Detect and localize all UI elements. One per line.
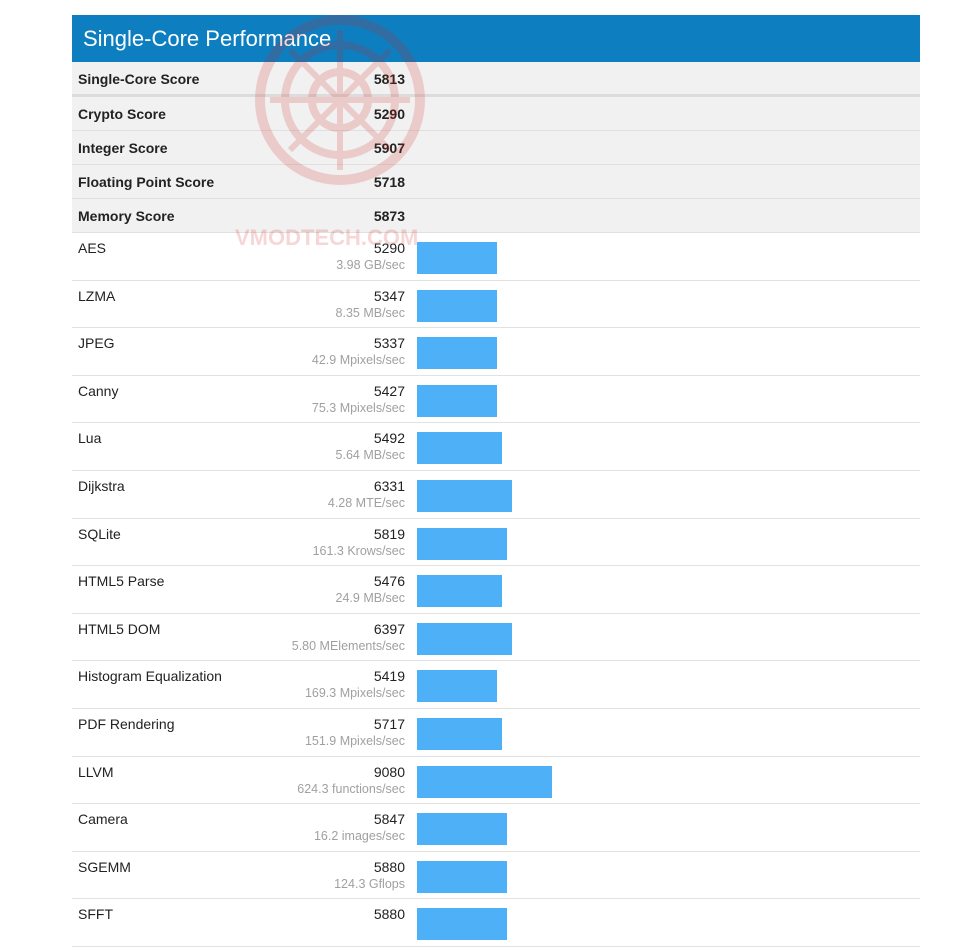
benchmark-row: SQLite 5819 161.3 Krows/sec xyxy=(72,519,920,567)
benchmark-name: SGEMM xyxy=(78,858,131,875)
summary-score: 5813 xyxy=(373,71,405,87)
benchmark-name: LZMA xyxy=(78,287,116,304)
benchmark-score: 5880 xyxy=(373,906,405,923)
benchmark-name: HTML5 Parse xyxy=(78,573,165,590)
benchmark-score: 5492 xyxy=(373,430,405,447)
benchmark-bar xyxy=(417,432,502,465)
benchmark-rate: 75.3 Mpixels/sec xyxy=(311,400,405,415)
summary-row: Floating Point Score 5718 xyxy=(72,165,920,199)
summary-score: 5290 xyxy=(373,106,405,122)
benchmark-rate: 8.35 MB/sec xyxy=(335,305,405,320)
summary-score: 5907 xyxy=(373,140,405,156)
benchmark-row: Lua 5492 5.64 MB/sec xyxy=(72,423,920,471)
benchmark-name: AES xyxy=(78,240,107,256)
summary-label: Crypto Score xyxy=(78,106,166,122)
benchmark-score: 5819 xyxy=(373,525,405,542)
benchmark-row: AES 5290 3.98 GB/sec xyxy=(72,233,920,281)
benchmark-rate: 624.3 functions/sec xyxy=(297,781,405,796)
benchmark-rate: 4.28 MTE/sec xyxy=(327,495,405,510)
benchmark-rate: 124.3 Gflops xyxy=(334,876,405,891)
benchmark-name: LLVM xyxy=(78,763,114,780)
benchmark-rate: 16.2 images/sec xyxy=(313,829,405,844)
panel-title: Single-Core Performance xyxy=(72,15,920,62)
summary-row: Memory Score 5873 xyxy=(72,199,920,233)
benchmark-rate: 161.3 Krows/sec xyxy=(312,543,405,558)
benchmark-bar xyxy=(417,622,512,655)
benchmark-name: JPEG xyxy=(78,335,115,352)
benchmark-score: 6331 xyxy=(373,477,405,494)
benchmark-rate: 151.9 Mpixels/sec xyxy=(304,733,405,748)
benchmark-name: Dijkstra xyxy=(78,477,125,494)
benchmark-rate: 3.98 GB/sec xyxy=(336,258,405,272)
benchmark-row: Canny 5427 75.3 Mpixels/sec xyxy=(72,376,920,424)
benchmark-row: Dijkstra 6331 4.28 MTE/sec xyxy=(72,471,920,519)
benchmark-bar xyxy=(417,289,497,322)
benchmark-row: JPEG 5337 42.9 Mpixels/sec xyxy=(72,328,920,376)
summary-row: Crypto Score 5290 xyxy=(72,97,920,131)
benchmark-name: SFFT xyxy=(78,906,113,923)
benchmark-score: 6397 xyxy=(373,620,405,637)
summary-row: Single-Core Score 5813 xyxy=(72,62,920,97)
benchmark-score: 9080 xyxy=(373,763,405,780)
benchmark-bar xyxy=(417,860,507,893)
benchmark-bar xyxy=(417,765,552,798)
summary-label: Memory Score xyxy=(78,208,175,224)
benchmark-name: SQLite xyxy=(78,525,121,542)
summary-section: Single-Core Score 5813 Crypto Score 5290 Int… xyxy=(72,62,920,233)
benchmark-row: Histogram Equalization 5419 169.3 Mpixels/… xyxy=(72,661,920,709)
benchmark-row: PDF Rendering 5717 151.9 Mpixels/sec xyxy=(72,709,920,757)
benchmark-name: Lua xyxy=(78,430,102,447)
benchmark-rate: 5.80 MElements/sec xyxy=(291,638,405,653)
benchmark-row: LLVM 9080 624.3 functions/sec xyxy=(72,757,920,805)
summary-row: Integer Score 5907 xyxy=(72,131,920,165)
benchmark-score: 5476 xyxy=(373,573,405,590)
summary-score: 5718 xyxy=(373,174,405,190)
benchmark-list: AES 5290 3.98 GB/sec LZMA 5347 8.35 MB/sec JPE… xyxy=(72,233,920,947)
benchmark-score: 5427 xyxy=(373,382,405,399)
benchmark-score: 5717 xyxy=(373,715,405,732)
benchmark-score: 5347 xyxy=(373,287,405,304)
benchmark-name: Histogram Equalization xyxy=(78,668,222,685)
benchmark-bar xyxy=(417,337,497,370)
summary-label: Integer Score xyxy=(78,140,168,156)
benchmark-score: 5847 xyxy=(373,811,405,828)
benchmark-row: HTML5 Parse 5476 24.9 MB/sec xyxy=(72,566,920,614)
benchmark-score: 5419 xyxy=(373,668,405,685)
summary-label: Floating Point Score xyxy=(78,174,215,190)
single-core-panel: Single-Core Performance Single-Core Scor… xyxy=(72,15,920,947)
benchmark-rate: 5.64 MB/sec xyxy=(335,448,405,463)
benchmark-bar xyxy=(417,717,502,750)
benchmark-bar xyxy=(417,813,507,846)
benchmark-bar xyxy=(417,527,507,560)
benchmark-bar xyxy=(417,242,497,274)
benchmark-bar xyxy=(417,479,512,512)
benchmark-name: HTML5 DOM xyxy=(78,620,161,637)
benchmark-name: Camera xyxy=(78,811,128,828)
summary-score: 5873 xyxy=(373,208,405,224)
benchmark-row: Camera 5847 16.2 images/sec xyxy=(72,804,920,852)
benchmark-rate: 169.3 Mpixels/sec xyxy=(304,686,405,701)
benchmark-bar xyxy=(417,575,502,608)
benchmark-row: HTML5 DOM 6397 5.80 MElements/sec xyxy=(72,614,920,662)
benchmark-bar xyxy=(417,384,497,417)
benchmark-name: PDF Rendering xyxy=(78,715,175,732)
benchmark-name: Canny xyxy=(78,382,119,399)
benchmark-row: SGEMM 5880 124.3 Gflops xyxy=(72,852,920,900)
benchmark-score: 5290 xyxy=(373,240,405,256)
summary-label: Single-Core Score xyxy=(78,71,200,87)
benchmark-rate: 24.9 MB/sec xyxy=(335,591,405,606)
benchmark-score: 5880 xyxy=(373,858,405,875)
benchmark-bar xyxy=(417,670,497,703)
benchmark-rate: 42.9 Mpixels/sec xyxy=(311,353,405,368)
benchmark-bar xyxy=(417,908,507,941)
benchmark-row: SFFT 5880 xyxy=(72,899,920,947)
benchmark-score: 5337 xyxy=(373,335,405,352)
benchmark-row: LZMA 5347 8.35 MB/sec xyxy=(72,281,920,329)
